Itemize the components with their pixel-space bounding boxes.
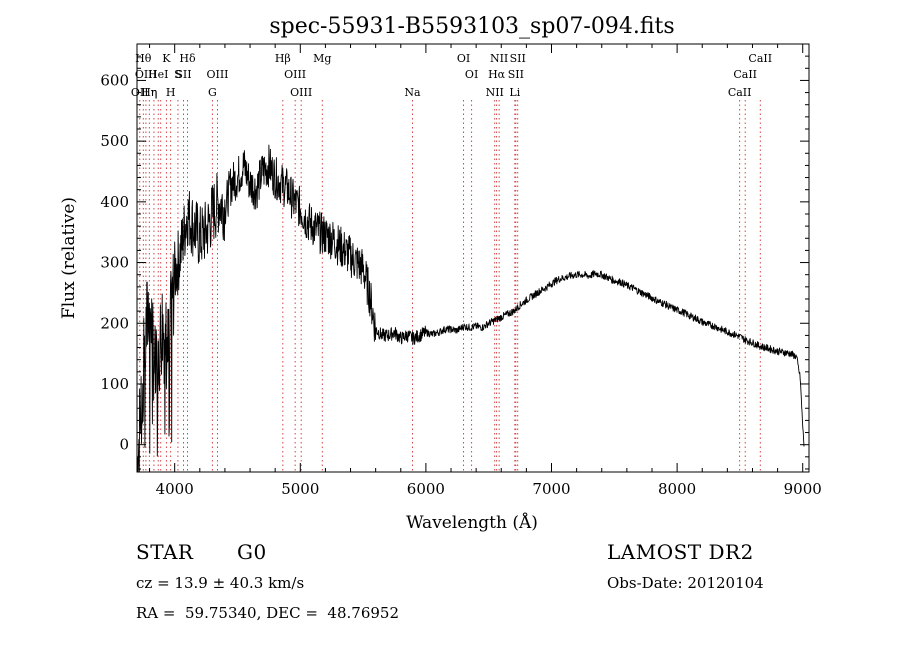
line-marker-label: NII xyxy=(486,86,504,99)
line-marker-label: CaII xyxy=(748,52,772,65)
y-axis-label: Flux (relative) xyxy=(59,197,79,319)
line-marker-label: CaII xyxy=(728,86,752,99)
line-marker-label: Hθ xyxy=(135,52,152,65)
line-marker-label: OIII xyxy=(135,68,157,81)
x-tick-label: 9000 xyxy=(784,480,822,498)
line-marker-label: OI xyxy=(457,52,470,65)
line-marker-label: Li xyxy=(509,86,520,99)
spectrum-line xyxy=(136,144,805,473)
x-tick-label: 5000 xyxy=(281,480,319,498)
line-marker-label: Hη xyxy=(141,86,157,99)
y-tick-label: 500 xyxy=(100,132,129,150)
y-axis: 0 100 200 300 400 500 600 xyxy=(100,43,809,470)
observation-date: Obs-Date: 20120104 xyxy=(607,574,764,592)
line-marker-label: K xyxy=(162,52,171,65)
line-marker-label: Hβ xyxy=(275,52,291,65)
line-marker-label: OIII xyxy=(206,68,228,81)
line-marker-label: Hα xyxy=(488,68,506,81)
line-marker-label: H xyxy=(166,86,176,99)
line-marker-label: HeI xyxy=(148,68,168,81)
y-tick-label: 100 xyxy=(100,375,129,393)
line-marker-label: Hδ xyxy=(179,52,196,65)
line-marker-label: OIII xyxy=(284,68,306,81)
plot-frame xyxy=(136,43,810,473)
redshift-value: cz = 13.9 ± 40.3 km/s xyxy=(136,574,305,592)
line-marker-label: OI xyxy=(465,68,478,81)
chart-title: spec-55931-B5593103_sp07-094.fits xyxy=(269,14,674,39)
line-marker-label: Mg xyxy=(313,52,331,65)
line-marker-label: η xyxy=(151,86,158,99)
line-marker-label: S xyxy=(174,68,182,81)
x-tick-label: 8000 xyxy=(658,480,696,498)
x-axis-label: Wavelength (Å) xyxy=(406,512,538,533)
object-subclass: G0 xyxy=(237,540,267,564)
y-tick-label: 200 xyxy=(100,314,129,332)
line-marker-label: CaII xyxy=(733,68,757,81)
line-marker-label: SII xyxy=(510,52,526,65)
spectrum-series xyxy=(136,144,805,473)
y-tick-label: 600 xyxy=(100,71,129,89)
y-tick-label: 300 xyxy=(100,254,129,272)
x-tick-label: 7000 xyxy=(532,480,570,498)
survey-name: LAMOST DR2 xyxy=(607,540,754,564)
y-tick-label: 400 xyxy=(100,193,129,211)
x-tick-label: 4000 xyxy=(156,480,194,498)
object-class: STAR xyxy=(136,540,194,564)
line-marker-label: SII xyxy=(508,68,524,81)
line-marker-label: OIII xyxy=(290,86,312,99)
x-axis: 4000 5000 6000 7000 8000 9000 xyxy=(149,44,822,498)
y-tick-label: 0 xyxy=(119,436,129,454)
spectral-line-markers: OIIHθOIIIHηηHeIKHSSIIHδGOIIIHβOIIIOIIIMg… xyxy=(131,52,772,472)
line-marker-label: Na xyxy=(404,86,421,99)
line-marker-label: G xyxy=(208,86,217,99)
x-tick-label: 6000 xyxy=(407,480,445,498)
line-marker-label: NII xyxy=(490,52,508,65)
coordinates: RA = 59.75340, DEC = 48.76952 xyxy=(136,604,400,622)
line-marker-label: SII xyxy=(175,68,191,81)
